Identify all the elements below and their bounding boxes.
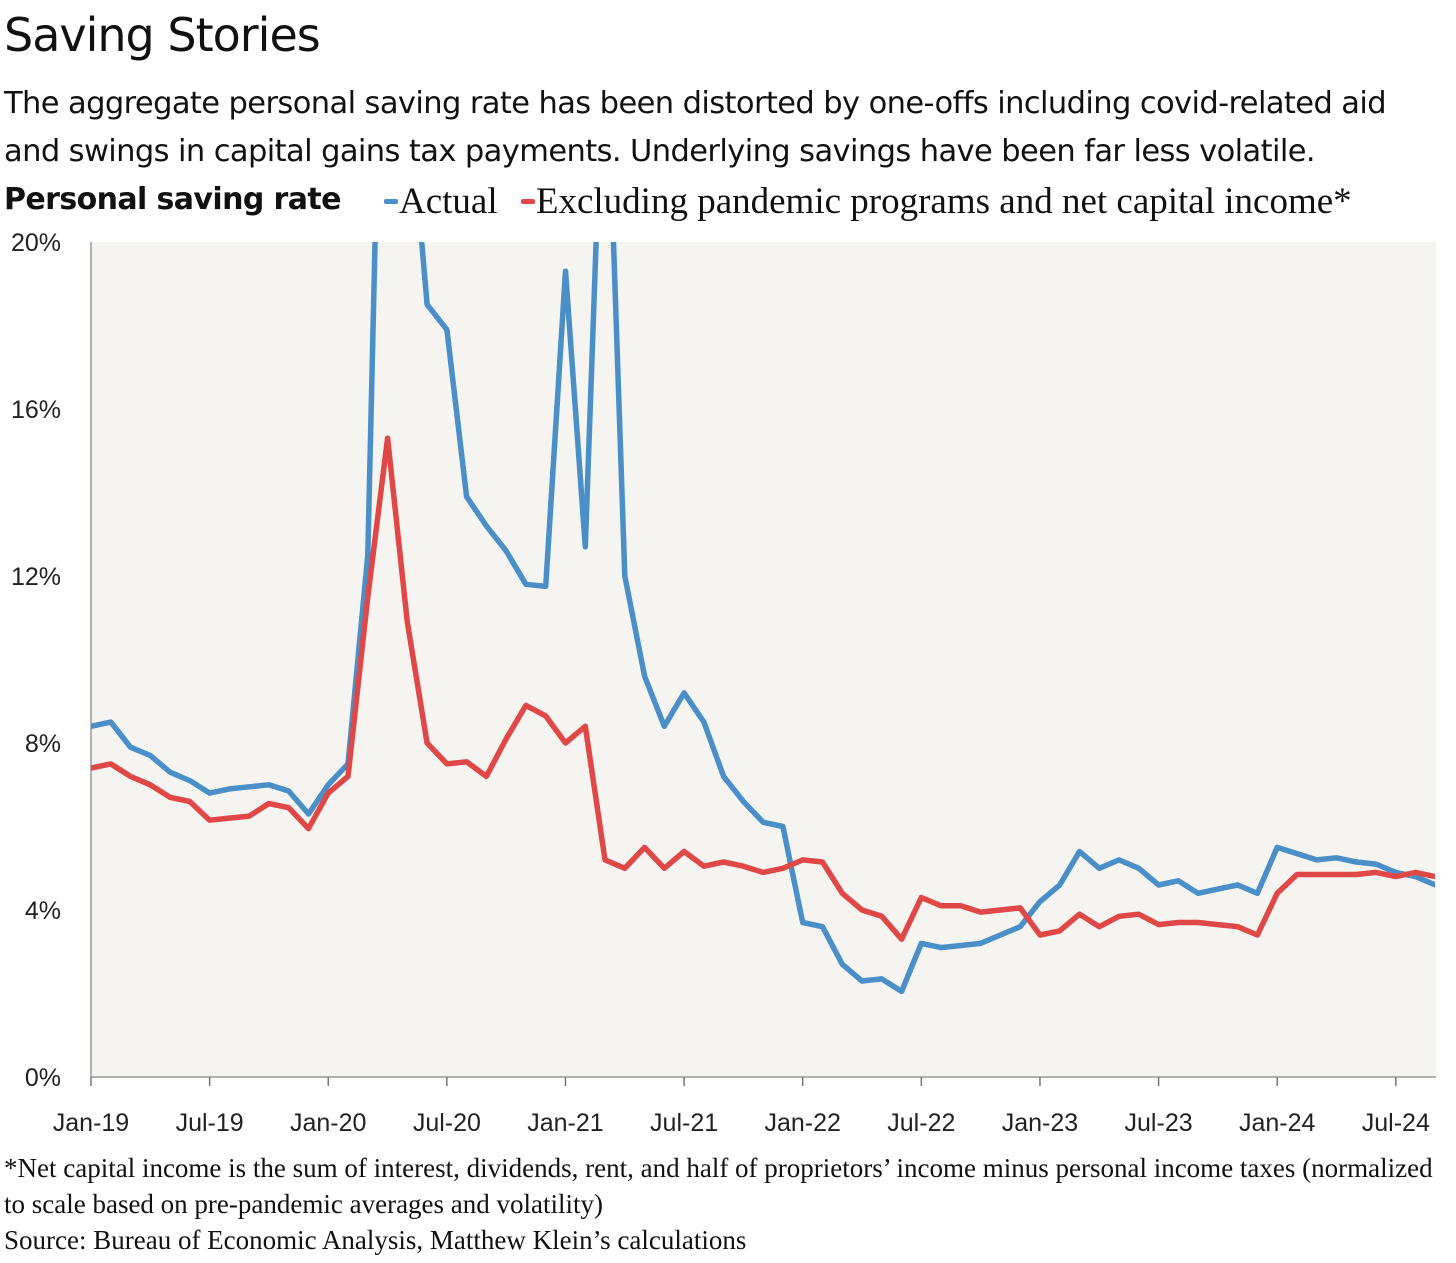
- legend: Actual Excluding pandemic programs and n…: [384, 180, 1366, 223]
- x-tick-label: Jul-19: [176, 1109, 244, 1137]
- x-tick-label: Jan-19: [53, 1109, 129, 1137]
- chart-subtitle: The aggregate personal saving rate has b…: [4, 86, 1387, 169]
- legend-label-excluding: Excluding pandemic programs and net capi…: [535, 181, 1352, 222]
- footnote-block: *Net capital income is the sum of intere…: [4, 1150, 1454, 1258]
- x-tick-label: Jan-23: [1002, 1109, 1078, 1137]
- y-tick-label: 4%: [25, 897, 61, 925]
- legend-swatch-actual: [384, 199, 398, 205]
- legend-item-excluding: Excluding pandemic programs and net capi…: [520, 180, 1352, 223]
- x-tick-label: Jul-21: [650, 1109, 718, 1137]
- footnote-text: *Net capital income is the sum of intere…: [4, 1153, 1433, 1219]
- y-tick-label: 8%: [25, 730, 61, 758]
- x-tick-label: Jan-20: [290, 1109, 366, 1137]
- plot-area: [91, 242, 1436, 1078]
- x-tick-label: Jan-22: [764, 1109, 840, 1137]
- legend-item-actual: Actual: [384, 180, 498, 223]
- chart-label: Personal saving rate: [4, 182, 341, 217]
- y-tick-label: 20%: [11, 229, 61, 257]
- source-text: Source: Bureau of Economic Analysis, Mat…: [4, 1225, 747, 1255]
- y-tick-label: 12%: [11, 563, 61, 591]
- x-tick-label: Jul-20: [413, 1109, 481, 1137]
- x-tick-label: Jan-24: [1239, 1109, 1316, 1137]
- x-tick-label: Jul-23: [1125, 1109, 1193, 1137]
- legend-swatch-excluding: [520, 199, 535, 205]
- line-chart: 0% 4% 8% 12% 16% 20% Jan-19 Jul-19 Jan-20 Jul-20 J…: [11, 229, 1436, 1137]
- x-tick-label: Jan-21: [527, 1109, 603, 1137]
- series-line-actual: [91, 242, 1435, 995]
- x-tick-label: Jul-24: [1362, 1109, 1430, 1137]
- chart-title: Saving Stories: [4, 8, 321, 62]
- series-line-excluding: [91, 435, 1435, 942]
- y-tick-label: 0%: [25, 1064, 61, 1092]
- x-tick-label: Jul-22: [887, 1109, 955, 1137]
- legend-label-actual: Actual: [399, 181, 498, 222]
- y-tick-label: 16%: [11, 396, 61, 424]
